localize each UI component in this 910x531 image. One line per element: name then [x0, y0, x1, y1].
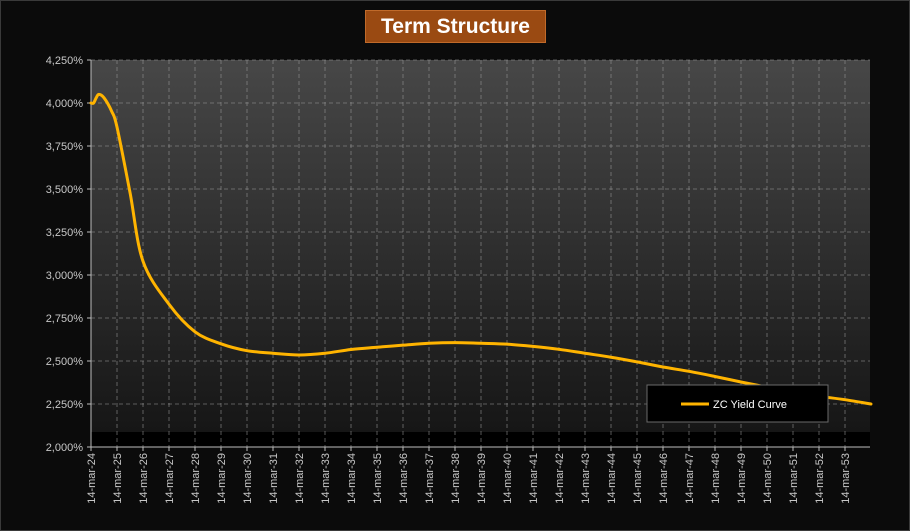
- x-tick-label: 14-mar-32: [294, 453, 306, 504]
- x-tick-labels: 14-mar-24 14-mar-25 14-mar-26 14-mar-27 14-m…: [86, 453, 852, 504]
- y-tick-label: 2,000%: [46, 442, 84, 454]
- x-tick-label: 14-mar-27: [164, 453, 176, 504]
- y-tick-label: 4,000%: [46, 98, 84, 110]
- x-tick-label: 14-mar-39: [476, 453, 488, 504]
- x-tick-label: 14-mar-35: [372, 453, 384, 504]
- x-tick-label: 14-mar-43: [580, 453, 592, 504]
- x-tick-label: 14-mar-29: [216, 453, 228, 504]
- axes: [90, 60, 870, 448]
- x-tick-label: 14-mar-51: [788, 453, 800, 504]
- x-tick-label: 14-mar-46: [658, 453, 670, 504]
- y-tick-label: 2,500%: [46, 356, 84, 368]
- y-tick-label: 2,250%: [46, 399, 84, 411]
- x-tick-label: 14-mar-37: [424, 453, 436, 504]
- x-tick-label: 14-mar-49: [736, 453, 748, 504]
- x-tick-label: 14-mar-36: [398, 453, 410, 504]
- chart-title: Term Structure: [381, 14, 530, 38]
- legend-box: [646, 384, 829, 423]
- y-tick-label: 2,750%: [46, 313, 84, 325]
- series-line-0: [89, 92, 873, 406]
- chart-title-box: Term Structure: [365, 10, 546, 43]
- x-tick-label: 14-mar-50: [762, 453, 774, 504]
- x-tick-label: 14-mar-38: [450, 453, 462, 504]
- legend: ZC Yield Curve: [646, 384, 829, 423]
- series-group: [89, 92, 873, 406]
- y-tick-label: 3,250%: [46, 227, 84, 239]
- y-tick-label: 3,000%: [46, 270, 84, 282]
- x-tick-label: 14-mar-44: [606, 453, 618, 504]
- y-tick-label: 3,500%: [46, 184, 84, 196]
- x-tick-label: 14-mar-41: [528, 453, 540, 504]
- x-tick-label: 14-mar-26: [138, 453, 150, 504]
- x-tick-label: 14-mar-40: [502, 453, 514, 504]
- x-tick-label: 14-mar-48: [710, 453, 722, 504]
- x-tick-label: 14-mar-45: [632, 453, 644, 504]
- x-tick-label: 14-mar-28: [190, 453, 202, 504]
- x-tick-label: 14-mar-47: [684, 453, 696, 504]
- x-tick-label: 14-mar-42: [554, 453, 566, 504]
- x-tick-label: 14-mar-24: [86, 453, 98, 504]
- x-tick-label: 14-mar-33: [320, 453, 332, 504]
- plot-bottom-band: [91, 432, 870, 447]
- y-tick-label: 4,250%: [46, 55, 84, 67]
- grid-lines: [87, 59, 870, 451]
- x-tick-label: 14-mar-34: [346, 453, 358, 504]
- x-tick-label: 14-mar-52: [814, 453, 826, 504]
- y-tick-labels: 2,000% 2,250% 2,500% 2,750% 3,000% 3,250% 3,50…: [46, 55, 84, 454]
- x-tick-label: 14-mar-31: [268, 453, 280, 504]
- x-tick-label: 14-mar-25: [112, 453, 124, 504]
- x-tick-label: 14-mar-53: [840, 453, 852, 504]
- legend-label: ZC Yield Curve: [713, 399, 787, 411]
- y-tick-label: 3,750%: [46, 141, 84, 153]
- x-tick-label: 14-mar-30: [242, 453, 254, 504]
